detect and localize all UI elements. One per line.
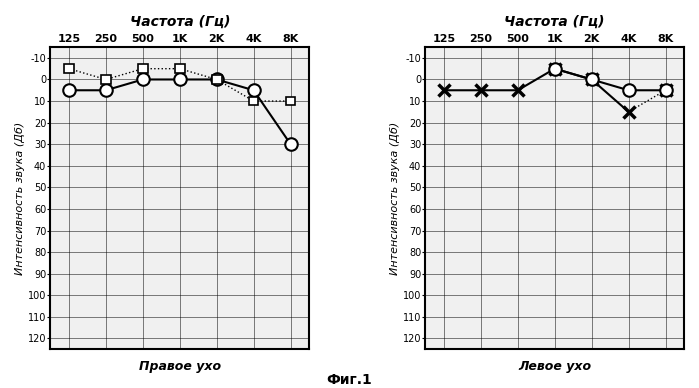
Bar: [138, 64, 147, 73]
Bar: [286, 97, 296, 106]
Bar: [249, 97, 259, 106]
Y-axis label: Интенсивность звука (Дб): Интенсивность звука (Дб): [15, 121, 25, 275]
Text: Фиг.1: Фиг.1: [326, 373, 373, 387]
Title: Частота (Гц): Частота (Гц): [505, 15, 605, 29]
X-axis label: Левое ухо: Левое ухо: [518, 360, 591, 373]
Bar: [212, 75, 222, 84]
X-axis label: Правое ухо: Правое ухо: [138, 360, 221, 373]
Y-axis label: Интенсивность звука (Дб): Интенсивность звука (Дб): [390, 121, 400, 275]
Bar: [175, 64, 185, 73]
Bar: [101, 75, 110, 84]
Bar: [64, 64, 74, 73]
Title: Частота (Гц): Частота (Гц): [129, 15, 230, 29]
